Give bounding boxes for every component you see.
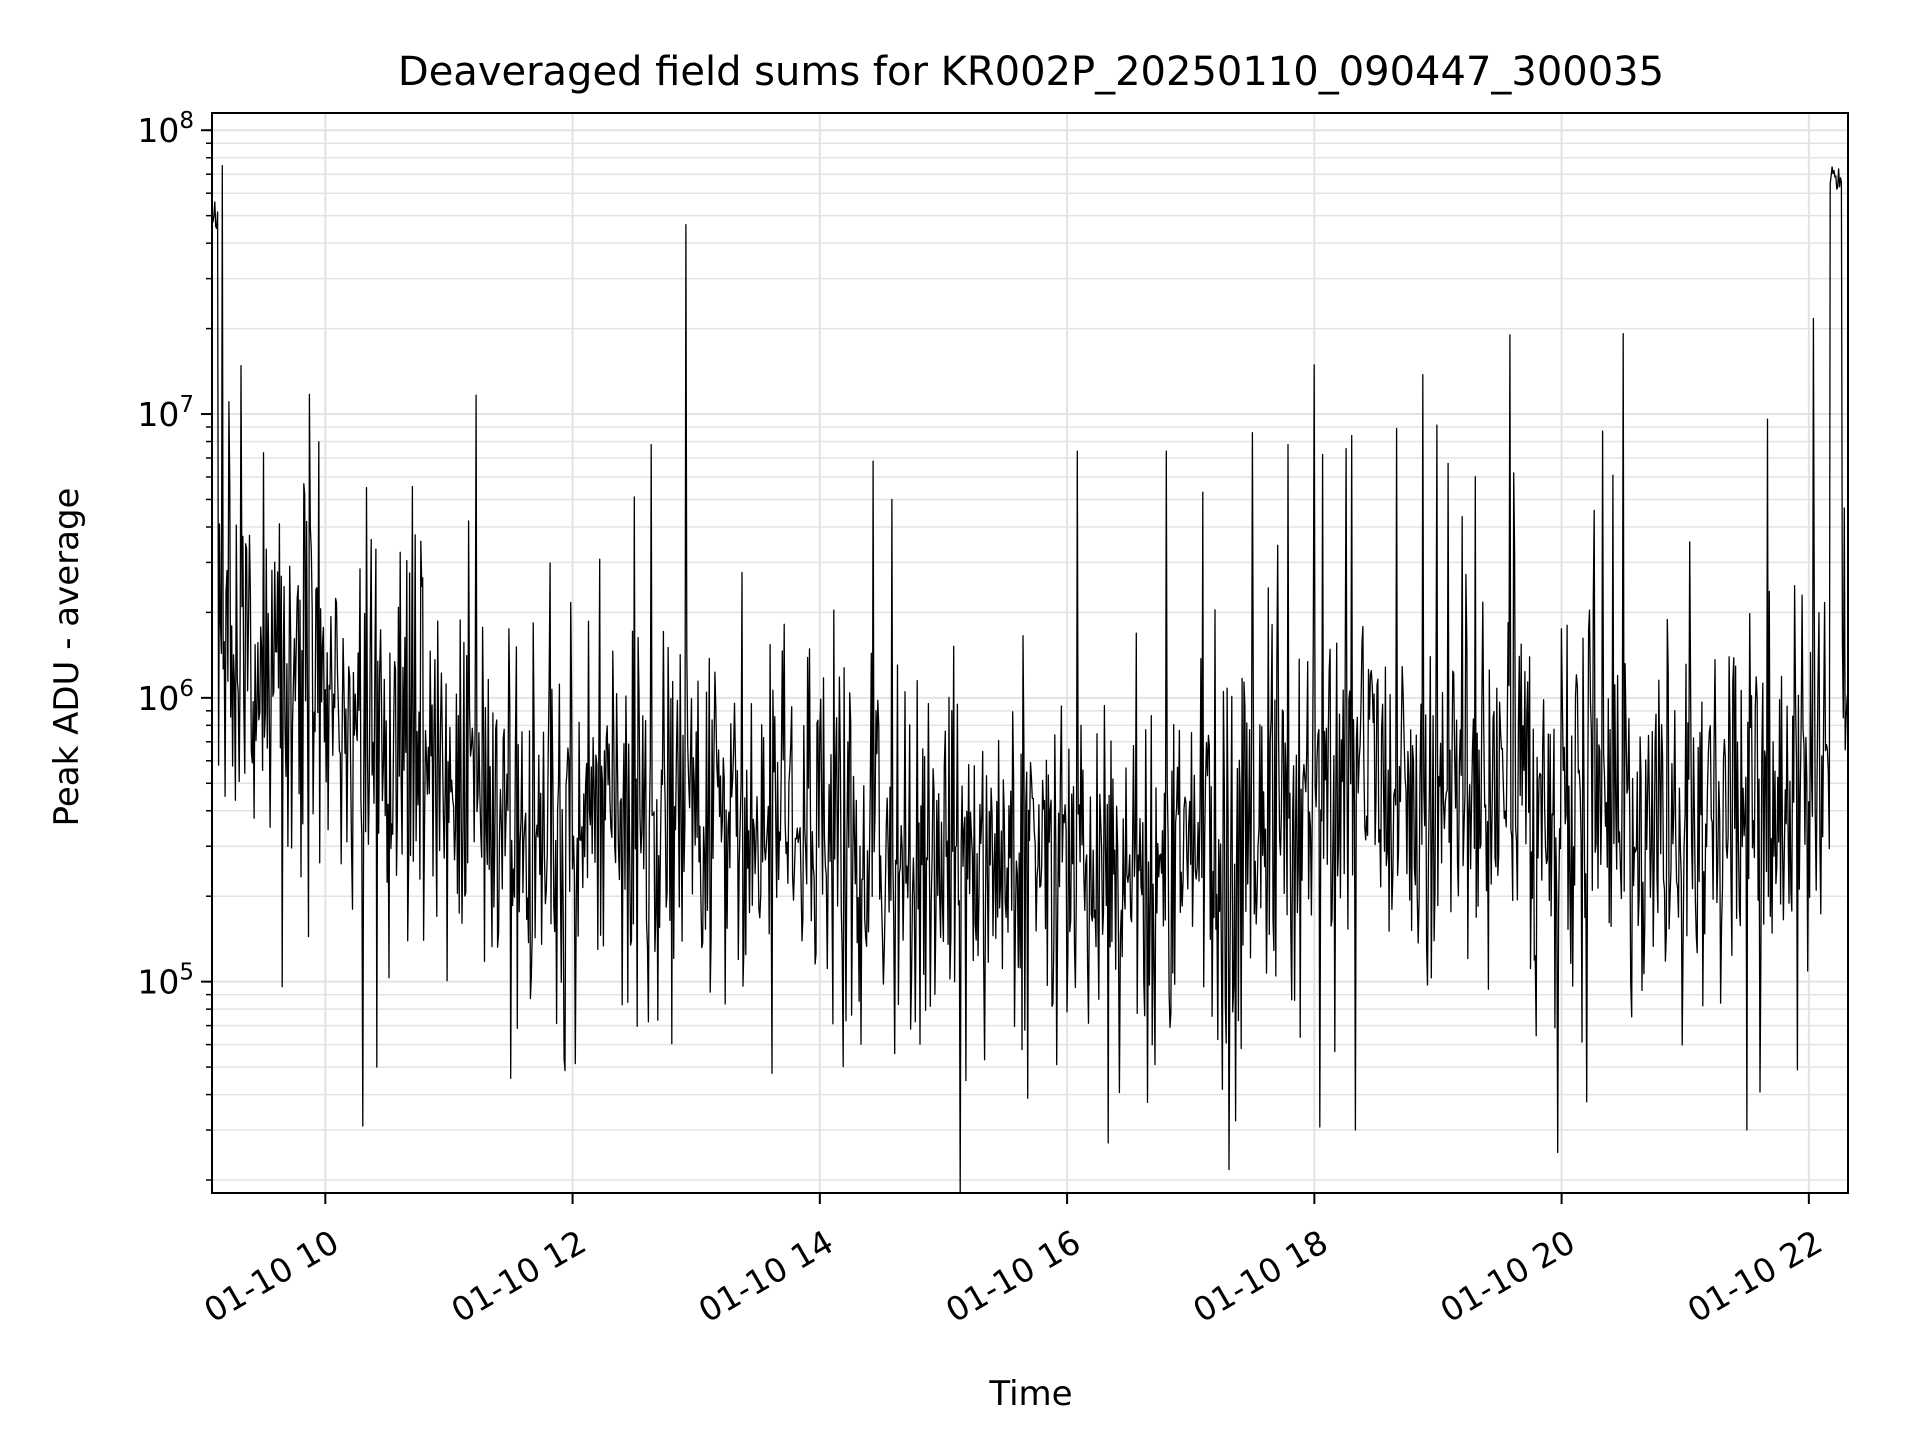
y-axis-label: Peak ADU - average — [47, 488, 87, 827]
x-tick-label: 01-10 10 — [197, 1222, 345, 1330]
series-layer — [211, 165, 1849, 1194]
y-tick-label: 105 — [137, 960, 194, 1002]
data-line — [211, 165, 1849, 1194]
y-tick-label: 107 — [137, 392, 194, 434]
y-tick-label: 106 — [137, 676, 194, 718]
x-tick-label: 01-10 12 — [445, 1222, 593, 1330]
x-tick-label: 01-10 18 — [1186, 1222, 1334, 1330]
x-tick-label: 01-10 20 — [1434, 1222, 1582, 1330]
x-tick-label: 01-10 16 — [939, 1222, 1087, 1330]
x-tick-label: 01-10 22 — [1681, 1222, 1829, 1330]
chart-title: Deaveraged field sums for KR002P_2025011… — [398, 49, 1664, 95]
plot-frame — [211, 112, 1849, 1194]
y-tick-label: 108 — [137, 108, 194, 150]
x-axis-label: Time — [988, 1374, 1072, 1414]
x-tick-label: 01-10 14 — [692, 1222, 840, 1330]
